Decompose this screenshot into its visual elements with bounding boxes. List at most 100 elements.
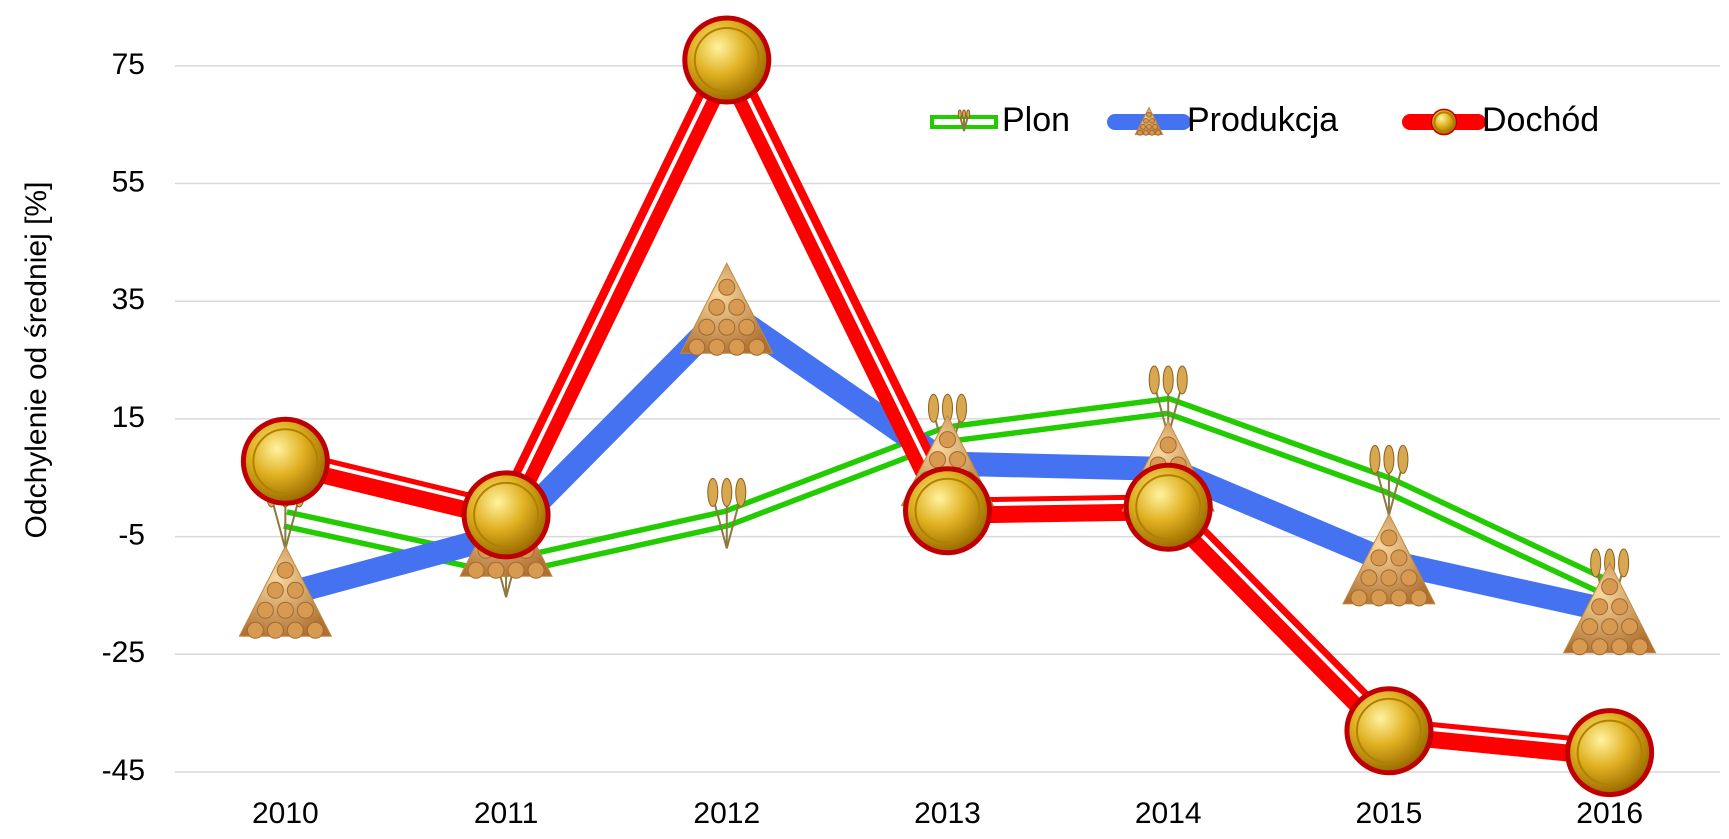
grain: [267, 582, 283, 598]
wheat-ear: [929, 394, 939, 422]
grain: [1592, 599, 1608, 615]
grain: [1144, 130, 1149, 135]
grain: [1381, 530, 1397, 546]
grain: [1144, 118, 1149, 123]
wheat-ear: [722, 478, 732, 506]
wheat-ear: [708, 478, 718, 506]
grain: [247, 622, 263, 638]
wheat-ear: [1384, 445, 1394, 473]
grain: [1361, 570, 1377, 586]
marker: [685, 18, 769, 102]
coin: [685, 18, 769, 102]
grain: [1160, 437, 1176, 453]
y-tick-label: -25: [102, 636, 145, 669]
grain: [508, 562, 524, 578]
marker: [464, 473, 548, 557]
wheat-ear: [1398, 445, 1408, 473]
x-tick-label: 2010: [252, 797, 319, 830]
grain: [1150, 130, 1155, 135]
grain: [1572, 639, 1588, 655]
wheat-ear: [958, 110, 961, 118]
coin: [1126, 465, 1210, 549]
y-tick-label: 75: [112, 48, 145, 81]
marker: [1126, 465, 1210, 549]
y-tick-label: 55: [112, 165, 145, 198]
grain: [1622, 619, 1638, 635]
grain: [297, 602, 313, 618]
wheat-ear: [1619, 549, 1629, 577]
x-tick-label: 2016: [1576, 797, 1643, 830]
coin: [464, 473, 548, 557]
grain: [1391, 590, 1407, 606]
coin: [1568, 711, 1652, 795]
grain: [1141, 124, 1146, 129]
grain: [1147, 112, 1152, 117]
wheat-ear: [963, 110, 966, 118]
wheat-ear: [1591, 549, 1601, 577]
grain: [719, 319, 735, 335]
y-axis-title: Odchylenie od średniej [%]: [20, 182, 53, 539]
legend-label: Produkcja: [1187, 101, 1338, 139]
marker: [1568, 711, 1652, 795]
grain: [1371, 590, 1387, 606]
wheat-ear: [957, 394, 967, 422]
grain: [1156, 130, 1161, 135]
legend-marker: [1431, 109, 1456, 134]
wheat-ear: [736, 478, 746, 506]
marker: [1347, 689, 1431, 773]
chart: Odchylenie od średniej [%] -45-25-515355…: [0, 0, 1729, 839]
grain: [1602, 579, 1618, 595]
wheat-ear: [967, 110, 970, 118]
wheat-ear: [1149, 366, 1159, 394]
grain: [1391, 550, 1407, 566]
x-tick-label: 2011: [474, 797, 539, 830]
grain: [287, 582, 303, 598]
y-tick-label: 15: [112, 401, 145, 434]
grain: [709, 339, 725, 355]
wheat-ear: [1163, 366, 1173, 394]
grain: [709, 299, 725, 315]
coin: [906, 469, 990, 553]
y-tick-label: 35: [112, 283, 145, 316]
grain: [699, 319, 715, 335]
grain: [930, 452, 946, 468]
grain: [1371, 550, 1387, 566]
grain: [749, 339, 765, 355]
grain: [1351, 590, 1367, 606]
grain: [689, 339, 705, 355]
grain: [287, 622, 303, 638]
grain: [1612, 599, 1628, 615]
grain: [1147, 124, 1152, 129]
grain: [1138, 130, 1143, 135]
x-tick-label: 2015: [1356, 797, 1423, 830]
x-tick-label: 2013: [914, 797, 981, 830]
grain: [1602, 619, 1618, 635]
grain: [257, 602, 273, 618]
grain: [729, 339, 745, 355]
x-tick-label: 2014: [1135, 797, 1202, 830]
grain: [1150, 118, 1155, 123]
grain: [528, 562, 544, 578]
grain: [488, 562, 504, 578]
marker: [906, 469, 990, 553]
grain: [1153, 124, 1158, 129]
grain: [277, 602, 293, 618]
wheat-ear: [1177, 366, 1187, 394]
y-tick-label: -5: [118, 519, 145, 552]
coin: [243, 419, 327, 503]
grain: [277, 562, 293, 578]
legend-label: Plon: [1002, 101, 1070, 139]
grain: [468, 562, 484, 578]
grain: [950, 452, 966, 468]
grain: [267, 622, 283, 638]
marker: [681, 263, 773, 355]
grain: [1612, 639, 1628, 655]
x-tick-label: 2012: [693, 797, 760, 830]
grain: [739, 319, 755, 335]
grain: [1592, 639, 1608, 655]
grain: [940, 432, 956, 448]
wheat-ear: [1370, 445, 1380, 473]
grain: [1411, 590, 1427, 606]
grain: [1401, 570, 1417, 586]
marker: [243, 419, 327, 503]
